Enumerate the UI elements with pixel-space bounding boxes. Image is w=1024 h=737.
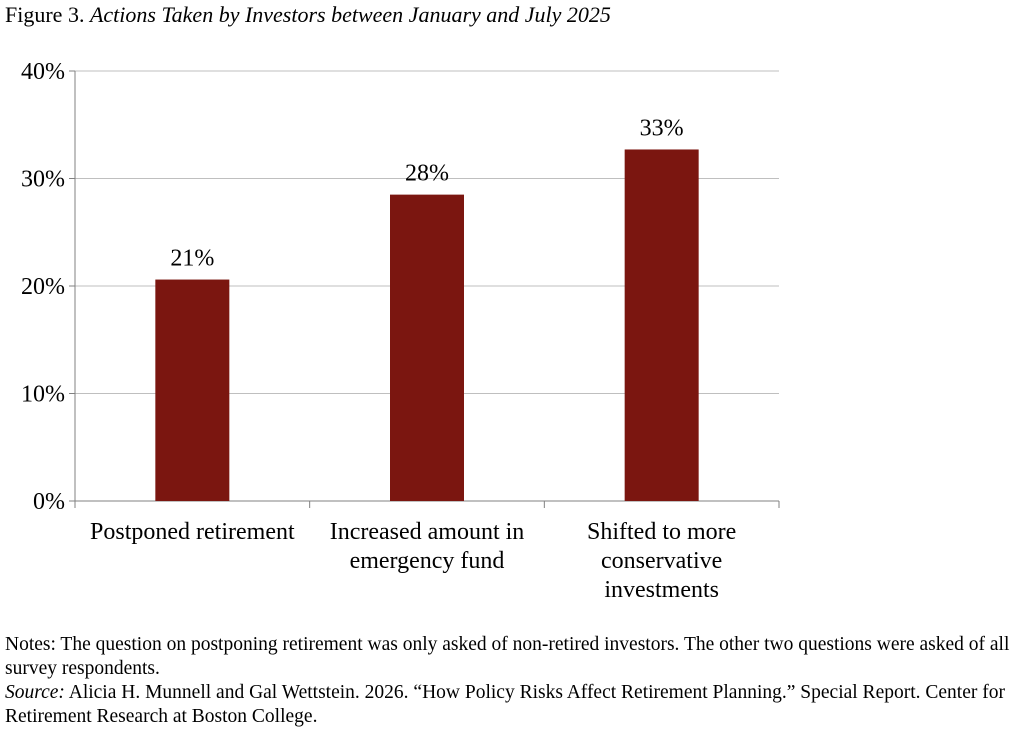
y-tick-label: 30% bbox=[21, 167, 65, 193]
category-label-line: Shifted to more bbox=[587, 519, 736, 545]
category-label-line: conservative bbox=[601, 548, 722, 574]
source-label: Source: bbox=[5, 682, 65, 703]
data-label: 28% bbox=[405, 161, 449, 187]
source-line: Source: Alicia H. Munnell and Gal Wettst… bbox=[5, 681, 1024, 729]
category-label-line: investments bbox=[604, 577, 719, 603]
category-label: Increased amount in emergency fund bbox=[330, 519, 525, 574]
figure-title: Figure 3. Actions Taken by Investors bet… bbox=[5, 2, 611, 28]
category-label-line: Postponed retirement bbox=[90, 519, 295, 545]
labels: 0% 10% 20% 30% 40% 21% Postponed retirement 28%… bbox=[21, 59, 736, 603]
bar bbox=[624, 149, 699, 501]
y-tick-label: 0% bbox=[33, 489, 65, 515]
bar-chart: 0% 10% 20% 30% 40% 21% Postponed retirement 28%… bbox=[21, 59, 780, 603]
bar bbox=[155, 279, 230, 501]
figure-label: Figure 3. bbox=[5, 2, 85, 27]
bars bbox=[155, 149, 699, 501]
category-label: Postponed retirement bbox=[90, 519, 295, 545]
y-tick-label: 20% bbox=[21, 274, 65, 300]
y-tick-label: 40% bbox=[21, 59, 65, 85]
notes-text: Notes: The question on postponing retire… bbox=[5, 634, 1010, 679]
figure-notes: Notes: The question on postponing retire… bbox=[5, 633, 1024, 729]
category-label-line: Increased amount in bbox=[330, 519, 525, 545]
category-label-line: emergency fund bbox=[350, 548, 505, 574]
chart-title: Actions Taken by Investors between Janua… bbox=[89, 2, 611, 27]
data-label: 21% bbox=[170, 246, 214, 272]
data-label: 33% bbox=[640, 115, 684, 141]
category-label: Shifted to more conservative investments bbox=[587, 519, 736, 603]
y-tick-label: 10% bbox=[21, 382, 65, 408]
source-text: Alicia H. Munnell and Gal Wettstein. 202… bbox=[5, 682, 1005, 727]
bar bbox=[390, 194, 464, 501]
